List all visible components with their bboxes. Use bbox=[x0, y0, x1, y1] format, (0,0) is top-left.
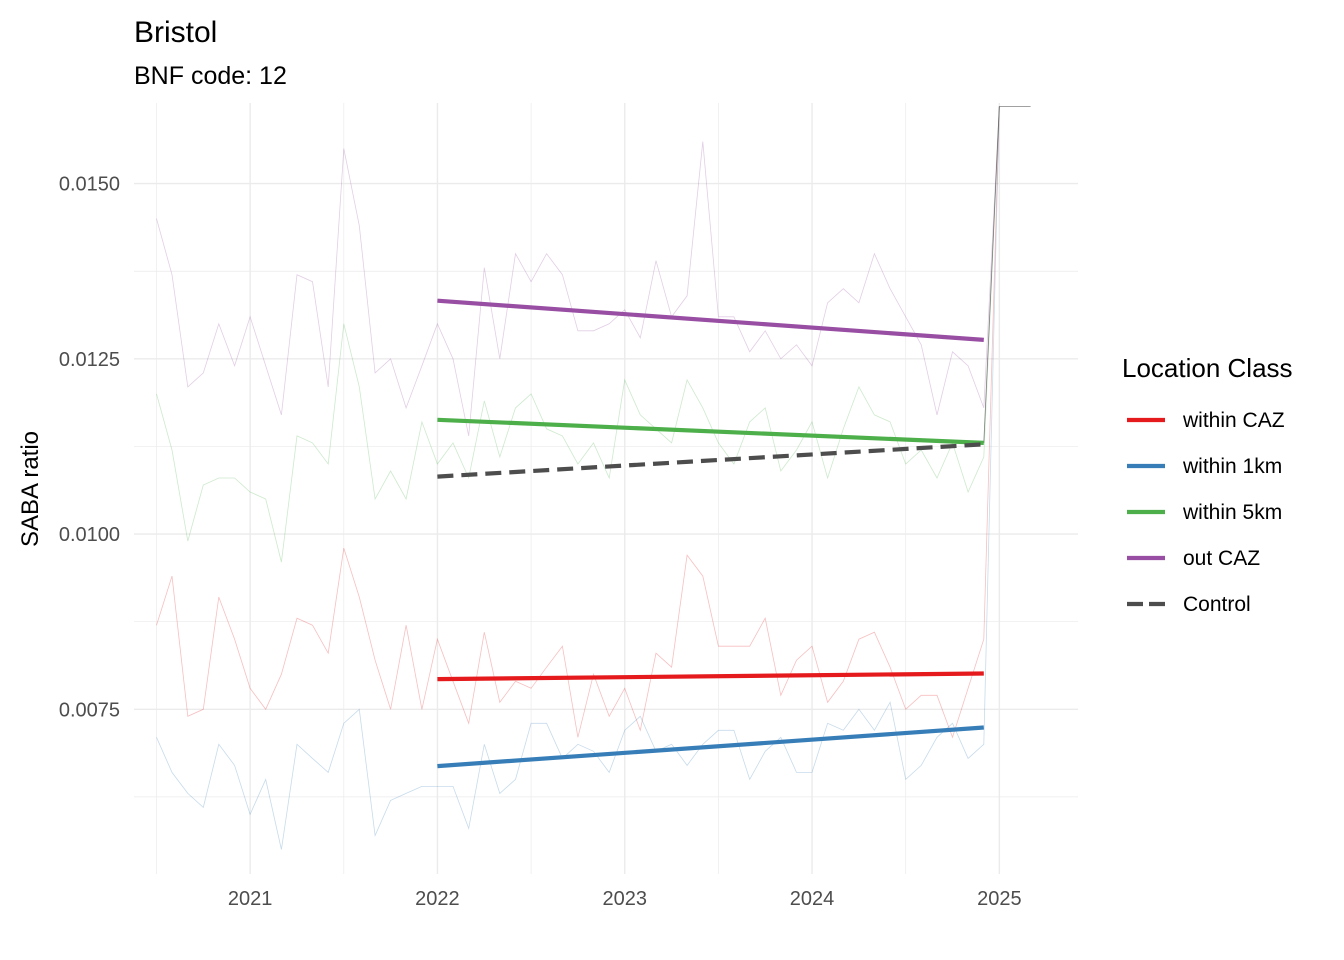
raw-line-out-caz bbox=[156, 106, 1000, 436]
y-tick-label: 0.0150 bbox=[59, 174, 120, 196]
y-tick-label: 0.0100 bbox=[59, 524, 120, 546]
legend-label: Control bbox=[1183, 593, 1251, 616]
raw-line-within-1km bbox=[156, 106, 1000, 850]
trend-line-within-caz bbox=[437, 671, 984, 682]
trend-line-control bbox=[437, 442, 984, 479]
chart-title: Bristol bbox=[134, 16, 217, 49]
y-axis-ticks: 0.0075 0.0100 0.0125 0.0150 bbox=[59, 174, 120, 722]
legend-label: within CAZ bbox=[1182, 409, 1285, 432]
x-tick-label: 2021 bbox=[228, 888, 273, 910]
trend-line-within-5km bbox=[437, 417, 984, 445]
raw-line-control bbox=[983, 106, 1031, 443]
y-tick-label: 0.0125 bbox=[59, 349, 120, 371]
trend-line-out-caz bbox=[437, 298, 984, 342]
y-axis-title: SABA ratio bbox=[17, 431, 44, 547]
raw-line-within-5km bbox=[156, 106, 1000, 563]
legend-label: within 1km bbox=[1182, 455, 1282, 478]
legend-label: out CAZ bbox=[1183, 547, 1260, 570]
x-tick-label: 2024 bbox=[790, 888, 835, 910]
y-tick-label: 0.0075 bbox=[59, 699, 120, 721]
trend-lines bbox=[437, 298, 984, 769]
legend-label: within 5km bbox=[1182, 501, 1282, 524]
x-axis-ticks: 2021 2022 2023 2024 2025 bbox=[228, 888, 1022, 910]
x-tick-label: 2025 bbox=[977, 888, 1022, 910]
trend-line-within-1km bbox=[437, 725, 984, 769]
raw-series-lines bbox=[156, 106, 1031, 850]
legend: Location Class within CAZ within 1km withi… bbox=[1122, 353, 1293, 616]
raw-line-within-caz bbox=[156, 106, 1000, 739]
x-tick-label: 2023 bbox=[602, 888, 647, 910]
gridlines bbox=[134, 103, 1078, 874]
x-tick-label: 2022 bbox=[415, 888, 460, 910]
legend-title: Location Class bbox=[1122, 353, 1293, 383]
chart-subtitle: BNF code: 12 bbox=[134, 62, 287, 90]
